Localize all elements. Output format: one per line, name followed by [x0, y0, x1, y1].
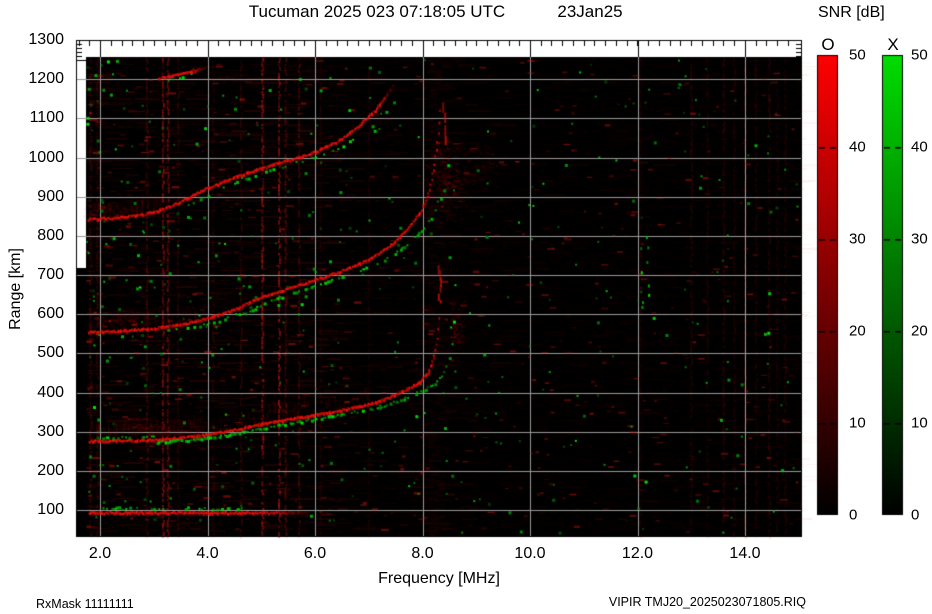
y-tick-1100: 1100 [29, 109, 64, 127]
y-tick-400: 400 [37, 383, 64, 401]
y-tick-500: 500 [37, 344, 64, 362]
x-tick-2.0: 2.0 [88, 545, 112, 562]
o-colorbar-tick-20: 20 [849, 322, 866, 340]
y-tick-1300: 1300 [28, 31, 64, 48]
colorbar-title: SNR [dB] [818, 4, 885, 21]
x-tick-12.0: 12.0 [621, 545, 654, 562]
x-colorbar-tick-10: 10 [911, 414, 928, 432]
y-tick-900: 900 [37, 187, 64, 205]
x-tick-8.0: 8.0 [411, 545, 434, 562]
o-colorbar-tick-10: 10 [849, 414, 866, 432]
x-tick-10.0: 10.0 [514, 545, 546, 562]
o-colorbar-tick-50: 50 [849, 46, 866, 64]
x-colorbar-tick-30: 30 [911, 230, 928, 248]
y-tick-1200: 1200 [28, 70, 64, 88]
o-mode-label: O [821, 35, 835, 54]
y-tick-200: 200 [37, 461, 64, 479]
page-title: Tucuman 2025 023 07:18:05 UTC [248, 2, 506, 21]
x-colorbar-tick-0: 0 [911, 506, 920, 524]
x-mode-label: X [887, 35, 899, 54]
filename-annotation: VIPIR TMJ20_2025023071805.RIQ [608, 595, 806, 609]
x-colorbar-tick-50: 50 [911, 46, 928, 64]
x-colorbar-tick-20: 20 [911, 322, 928, 340]
y-tick-700: 700 [37, 266, 64, 283]
y-tick-300: 300 [37, 422, 64, 440]
y-tick-1000: 1000 [28, 148, 64, 166]
o-colorbar-tick-40: 40 [849, 138, 866, 156]
y-tick-600: 600 [37, 305, 64, 323]
rxmask-annotation: RxMask 11111111 [36, 597, 134, 611]
x-colorbar-tick-40: 40 [911, 138, 928, 156]
x-tick-14.0: 14.0 [729, 545, 761, 562]
x-tick-6.0: 6.0 [303, 545, 327, 562]
x-axis-label: Frequency [MHz] [378, 570, 500, 587]
y-tick-800: 800 [37, 226, 64, 244]
o-colorbar-tick-30: 30 [849, 230, 866, 248]
x-tick-4.0: 4.0 [196, 545, 219, 562]
y-axis-label: Range [km] [7, 248, 24, 330]
y-tick-100: 100 [37, 501, 64, 518]
o-colorbar-tick-0: 0 [849, 506, 858, 524]
date-label: 23Jan25 [557, 2, 623, 21]
